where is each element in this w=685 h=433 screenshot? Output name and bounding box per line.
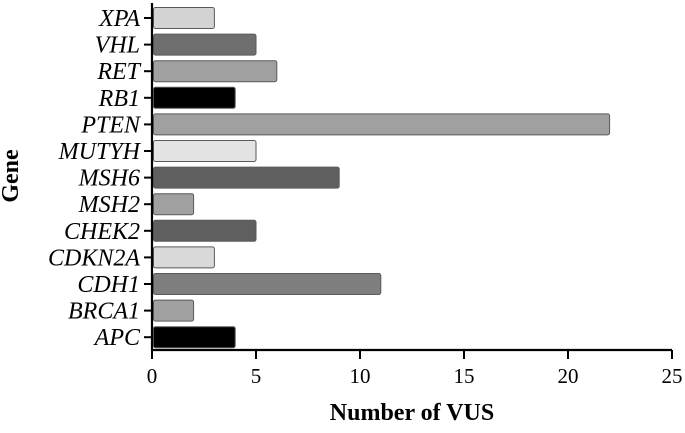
- category-label-mutyh: MUTYH: [58, 139, 142, 165]
- x-tick-label-0: 0: [147, 364, 158, 388]
- category-label-apc: APC: [93, 325, 141, 351]
- bar-cdh1: [153, 273, 382, 295]
- bars-layer: [153, 7, 611, 349]
- y-axis-title: Gene: [0, 149, 24, 203]
- x-axis-title: Number of VUS: [330, 400, 494, 426]
- bar-msh6: [153, 166, 340, 189]
- x-tick-label-10: 10: [350, 364, 371, 388]
- category-label-msh6: MSH6: [78, 166, 140, 192]
- x-tick-label-25: 25: [662, 364, 683, 388]
- bar-rb1: [153, 86, 236, 109]
- labels-layer: XPAVHLRETRB1PTENMUTYHMSH6MSH2CHEK2CDKN2A…: [48, 6, 683, 388]
- bar-vhl: [153, 33, 257, 56]
- bar-mutyh: [153, 140, 257, 162]
- bar-chek2: [153, 219, 257, 242]
- bar-msh2: [153, 193, 195, 216]
- bar-pten: [153, 113, 611, 136]
- x-tick-label-5: 5: [251, 364, 262, 388]
- category-label-xpa: XPA: [98, 6, 140, 32]
- category-label-vhl: VHL: [95, 33, 140, 59]
- category-label-brca1: BRCA1: [68, 299, 140, 325]
- category-label-ret: RET: [96, 59, 141, 85]
- category-label-cdkn2a: CDKN2A: [48, 245, 140, 271]
- category-label-rb1: RB1: [98, 86, 140, 112]
- x-tick-label-20: 20: [558, 364, 579, 388]
- bar-apc: [153, 326, 236, 349]
- bar-ret: [153, 60, 278, 83]
- x-tick-label-15: 15: [454, 364, 475, 388]
- category-label-chek2: CHEK2: [64, 219, 140, 245]
- category-label-cdh1: CDH1: [77, 272, 140, 298]
- bar-brca1: [153, 299, 195, 322]
- bar-xpa: [153, 7, 215, 29]
- bar-cdkn2a: [153, 246, 215, 269]
- category-label-msh2: MSH2: [78, 192, 140, 218]
- axes-layer: [144, 3, 673, 359]
- category-label-pten: PTEN: [80, 112, 142, 138]
